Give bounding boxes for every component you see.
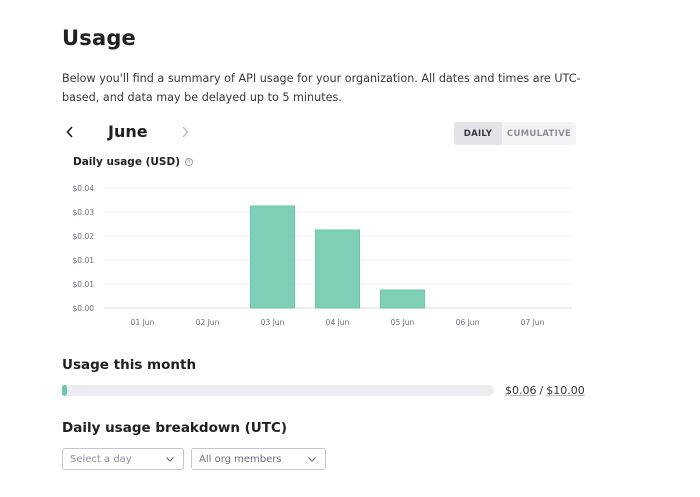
- x-tick-label: 05 Jun: [391, 318, 415, 327]
- x-tick-label: 04 Jun: [326, 318, 350, 327]
- usage-progress-fill: [62, 385, 67, 396]
- chevron-down-icon: [308, 457, 316, 462]
- chevron-left-icon[interactable]: [62, 122, 78, 142]
- x-tick-label: 06 Jun: [456, 318, 480, 327]
- page-description: Below you'll find a summary of API usage…: [62, 72, 581, 104]
- y-tick-label: $0.00: [73, 304, 95, 313]
- x-tick-label: 02 Jun: [196, 318, 220, 327]
- usage-month-title: Usage this month: [62, 357, 197, 373]
- usage-progress-bar: [62, 385, 494, 396]
- bar: [250, 205, 295, 309]
- month-navigator: June: [62, 120, 202, 146]
- x-tick-label: 03 Jun: [261, 318, 285, 327]
- chevron-down-icon: [166, 457, 174, 462]
- y-tick-label: $0.01: [73, 280, 95, 289]
- y-tick-label: $0.02: [73, 232, 95, 241]
- chart-title-row: Daily usage (USD) i: [73, 156, 194, 168]
- month-label: June: [108, 122, 148, 141]
- usage-amount: $0.06 / $10.00: [505, 384, 585, 397]
- members-select[interactable]: All org members: [191, 448, 326, 470]
- x-tick-label: 07 Jun: [521, 318, 545, 327]
- breakdown-title: Daily usage breakdown (UTC): [62, 420, 288, 436]
- info-icon[interactable]: i: [185, 158, 194, 166]
- toggle-daily[interactable]: DAILY: [454, 122, 502, 145]
- y-tick-label: $0.01: [73, 256, 95, 265]
- x-tick-label: 01 Jun: [131, 318, 155, 327]
- view-toggle: DAILY CUMULATIVE: [454, 122, 576, 145]
- usage-used[interactable]: $0.06: [505, 384, 537, 397]
- daily-usage-chart: $0.00 $0.01 $0.01 $0.02 $0.03 $0.04 01 Jun 02 J…: [73, 184, 572, 327]
- members-select-value: All org members: [199, 453, 282, 465]
- y-tick-label: $0.04: [73, 184, 95, 193]
- toggle-cumulative[interactable]: CUMULATIVE: [506, 128, 572, 139]
- bar: [315, 229, 360, 309]
- usage-separator: /: [539, 384, 544, 397]
- bar: [380, 289, 425, 309]
- chart-title: Daily usage (USD): [73, 156, 181, 168]
- chevron-right-icon[interactable]: [177, 122, 193, 142]
- usage-limit[interactable]: $10.00: [546, 384, 585, 397]
- day-select[interactable]: Select a day: [62, 448, 184, 470]
- day-select-placeholder: Select a day: [70, 453, 132, 465]
- page-title: Usage: [62, 26, 136, 50]
- y-tick-label: $0.03: [73, 208, 95, 217]
